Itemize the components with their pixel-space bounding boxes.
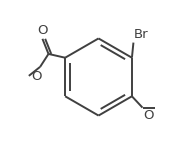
Text: O: O — [32, 69, 42, 83]
Text: O: O — [37, 24, 47, 36]
Text: O: O — [143, 109, 153, 122]
Text: Br: Br — [134, 28, 149, 41]
